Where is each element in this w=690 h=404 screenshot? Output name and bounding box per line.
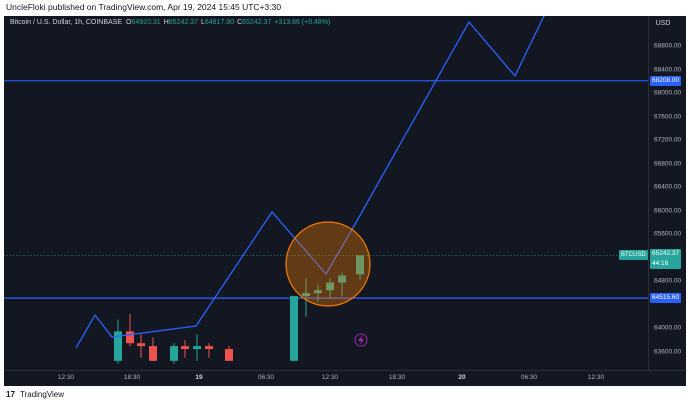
legend-symbol: Bitcoin / U.S. Dollar, 1h, COINBASE bbox=[10, 19, 123, 26]
horizontal-level-label: 64515.60 bbox=[650, 293, 682, 304]
legend-o-key: O bbox=[126, 19, 132, 26]
time-tick: 18:30 bbox=[388, 374, 406, 381]
time-tick: 20 bbox=[458, 374, 466, 381]
candle-body bbox=[338, 275, 346, 283]
candle-body bbox=[193, 346, 201, 350]
footer-brand: TradingView bbox=[20, 390, 65, 399]
chart-plot-area[interactable] bbox=[4, 16, 648, 370]
horizontal-level-label: 68208.00 bbox=[650, 75, 682, 86]
candle-body bbox=[114, 331, 122, 361]
current-symbol-tag: BTCUSD bbox=[619, 250, 648, 261]
candle-body bbox=[290, 296, 298, 361]
legend-c-key: C bbox=[237, 19, 243, 26]
time-tick: 12:30 bbox=[587, 374, 605, 381]
price-tick: 63600.00 bbox=[654, 348, 682, 356]
publish-header: UncleFloki published on TradingView.com,… bbox=[0, 0, 690, 16]
candle-body bbox=[181, 346, 189, 350]
projection-path bbox=[75, 16, 545, 349]
candle-body bbox=[170, 346, 178, 361]
time-tick: 06:30 bbox=[257, 374, 275, 381]
chart-legend: Bitcoin / U.S. Dollar, 1h, COINBASE O 64… bbox=[10, 19, 333, 26]
price-tick: 65600.00 bbox=[654, 230, 682, 238]
legend-low: 64817.90 bbox=[204, 19, 235, 26]
price-tick: 68000.00 bbox=[654, 89, 682, 97]
time-tick: 12:30 bbox=[57, 374, 75, 381]
chart-frame[interactable]: Bitcoin / U.S. Dollar, 1h, COINBASE O 64… bbox=[4, 16, 686, 386]
time-tick: 12:30 bbox=[321, 374, 339, 381]
price-tick: 66000.00 bbox=[654, 207, 682, 215]
price-axis[interactable] bbox=[648, 16, 686, 370]
candle-body bbox=[326, 282, 334, 291]
price-tick: 66400.00 bbox=[654, 183, 682, 191]
price-tick: 67600.00 bbox=[654, 113, 682, 121]
time-tick: 18:30 bbox=[123, 374, 141, 381]
legend-h-key: H bbox=[163, 19, 169, 26]
price-tick: 68400.00 bbox=[654, 66, 682, 74]
price-tick: 64000.00 bbox=[654, 324, 682, 332]
price-tick: 66800.00 bbox=[654, 160, 682, 168]
legend-high: 65242.37 bbox=[168, 19, 198, 26]
candle-countdown: 44:16 bbox=[652, 260, 669, 268]
footer: 17 TradingView bbox=[0, 386, 690, 404]
legend-l-key: L bbox=[200, 19, 205, 26]
price-tick: 64800.00 bbox=[654, 277, 682, 285]
price-tick: 68800.00 bbox=[654, 42, 682, 50]
candle-body bbox=[205, 346, 213, 350]
flash-icon bbox=[354, 333, 368, 347]
currency-label[interactable]: USD bbox=[655, 20, 671, 27]
legend-change: +313.86 (+0.48%) bbox=[274, 19, 331, 26]
candle-body bbox=[356, 255, 364, 275]
candle-body bbox=[302, 293, 310, 297]
price-tick: 67200.00 bbox=[654, 136, 682, 144]
current-price-value: 65242.37 bbox=[652, 250, 680, 258]
published-text: UncleFloki published on TradingView.com,… bbox=[6, 2, 282, 12]
highlight-circle bbox=[285, 221, 371, 307]
candle-body bbox=[314, 290, 322, 294]
time-tick: 19 bbox=[195, 374, 203, 381]
current-price-label: 65242.37 44:16 bbox=[650, 249, 682, 270]
time-tick: 06:30 bbox=[520, 374, 538, 381]
legend-open: 64920.31 bbox=[131, 19, 161, 26]
candle-body bbox=[137, 343, 145, 347]
flash-icon-bolt bbox=[358, 335, 364, 345]
legend-close: 65242.37 bbox=[242, 19, 272, 26]
candle-body bbox=[126, 331, 134, 344]
candle-body bbox=[225, 349, 233, 361]
time-axis[interactable] bbox=[4, 370, 686, 386]
tradingview-logo-icon: 17 bbox=[6, 390, 15, 399]
candle-body bbox=[149, 346, 157, 361]
